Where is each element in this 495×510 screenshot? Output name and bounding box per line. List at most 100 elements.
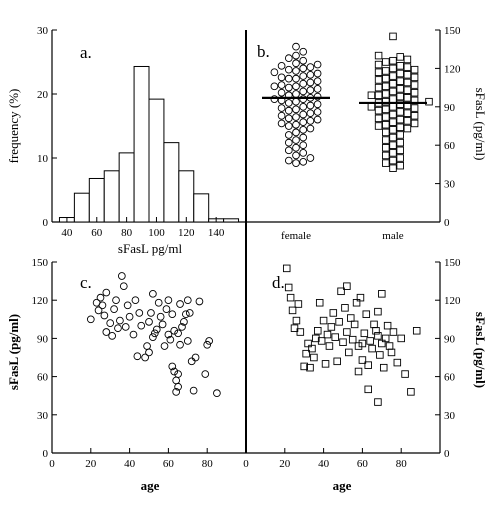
- female-point: [292, 143, 300, 152]
- female-point: [270, 95, 279, 103]
- panel-d-y-tick-label: 120: [444, 295, 461, 307]
- histogram-bar: [133, 65, 150, 223]
- male-point: [410, 104, 419, 112]
- female-point: [299, 72, 308, 80]
- panel-a-x-tick-label: 140: [208, 227, 225, 239]
- panel-d-point: [339, 338, 347, 346]
- female-point: [306, 78, 315, 87]
- panel-d-point: [341, 304, 349, 312]
- male-point: [389, 56, 397, 65]
- panel-c-y-tick-label: 120: [32, 295, 49, 307]
- male-point: [403, 55, 412, 64]
- panel-c-point: [172, 376, 181, 385]
- male-point: [410, 88, 419, 97]
- panel-d-point: [412, 327, 421, 335]
- panel-d-point: [360, 329, 369, 338]
- panel-d-point: [300, 362, 308, 371]
- female-point: [306, 86, 315, 95]
- panel-d-x-ticks: 0 20 40 60 80: [243, 448, 407, 470]
- panel-d-x-tick-label: 0: [243, 458, 249, 470]
- female-point: [299, 110, 308, 119]
- male-point: [382, 128, 390, 137]
- histogram-bar: [118, 152, 135, 223]
- female-point: [292, 59, 300, 68]
- male-point: [389, 103, 397, 111]
- male-point: [374, 83, 383, 92]
- female-point: [313, 69, 322, 78]
- panel-d-x-tick-label: 80: [396, 458, 408, 470]
- female-point: [306, 154, 315, 162]
- panel-c-point: [168, 362, 177, 371]
- panel-c-point: [114, 324, 122, 333]
- female-point: [306, 109, 315, 118]
- male-point: [389, 95, 397, 103]
- female-point: [292, 105, 300, 114]
- panel-d-point: [354, 342, 363, 350]
- panel-d-point: [374, 398, 382, 406]
- male-point: [396, 92, 404, 101]
- male-point: [389, 149, 397, 157]
- female-point: [299, 56, 308, 65]
- male-point: [396, 123, 404, 132]
- female-point: [313, 108, 322, 116]
- female-point: [277, 104, 286, 112]
- female-point: [284, 138, 293, 147]
- panel-d-point: [374, 307, 382, 316]
- male-point: [374, 91, 383, 100]
- panel-c-y-tick-label: 60: [37, 372, 49, 384]
- male-point: [374, 60, 383, 69]
- panel-d-point: [323, 330, 332, 339]
- female-point: [292, 67, 300, 75]
- male-point: [374, 76, 383, 84]
- panel-c-x-tick-label: 60: [163, 458, 175, 470]
- panel-c-point: [110, 305, 118, 313]
- female-point: [284, 83, 293, 92]
- panel-d-point: [376, 351, 384, 359]
- panel-c-point: [123, 301, 132, 310]
- male-point: [396, 100, 404, 108]
- panel-d-point: [315, 298, 324, 307]
- male-point: [382, 97, 390, 106]
- female-point: [284, 106, 293, 115]
- male-point: [396, 131, 404, 139]
- panel-d-point: [304, 339, 312, 348]
- panel-d-x-tick-label: 20: [279, 458, 291, 470]
- panel-c-point: [135, 309, 144, 317]
- female-point: [292, 151, 300, 160]
- panel-d-point: [282, 264, 291, 273]
- female-point: [299, 133, 308, 142]
- panel-c-point: [213, 389, 221, 398]
- panel-c-point: [102, 288, 111, 297]
- female-point: [292, 136, 300, 144]
- panel-d-point: [407, 388, 415, 396]
- female-point: [292, 42, 300, 51]
- female-point: [313, 77, 322, 86]
- panel-c-point: [152, 325, 161, 334]
- panel-b-y-tick-label: 0: [444, 217, 450, 229]
- panel-a-y-ticks: 0 10 20 30: [37, 25, 57, 229]
- panel-c-point: [183, 337, 192, 345]
- panel-d-x-tick-label: 40: [318, 458, 330, 470]
- male-point: [403, 71, 412, 79]
- male-point: [403, 124, 412, 133]
- male-point: [382, 144, 390, 152]
- female-point: [299, 141, 308, 150]
- male-point: [403, 63, 412, 71]
- male-point: [389, 141, 397, 149]
- female-point: [284, 54, 293, 63]
- panel-d-point: [310, 353, 318, 362]
- female-point: [299, 118, 308, 127]
- histogram-bar: [73, 192, 90, 223]
- female-point: [277, 81, 286, 89]
- panel-b-scatter: [262, 32, 433, 172]
- female-point: [313, 100, 322, 109]
- male-point: [396, 62, 404, 70]
- female-point: [292, 159, 300, 167]
- female-point: [284, 156, 293, 165]
- panel-d-point: [308, 344, 316, 353]
- panel-c-point: [160, 342, 169, 350]
- female-point: [299, 149, 308, 157]
- panel-d-label: d.: [272, 273, 285, 292]
- panel-d-y-tick-label: 90: [444, 333, 456, 345]
- panel-c-point: [86, 315, 95, 324]
